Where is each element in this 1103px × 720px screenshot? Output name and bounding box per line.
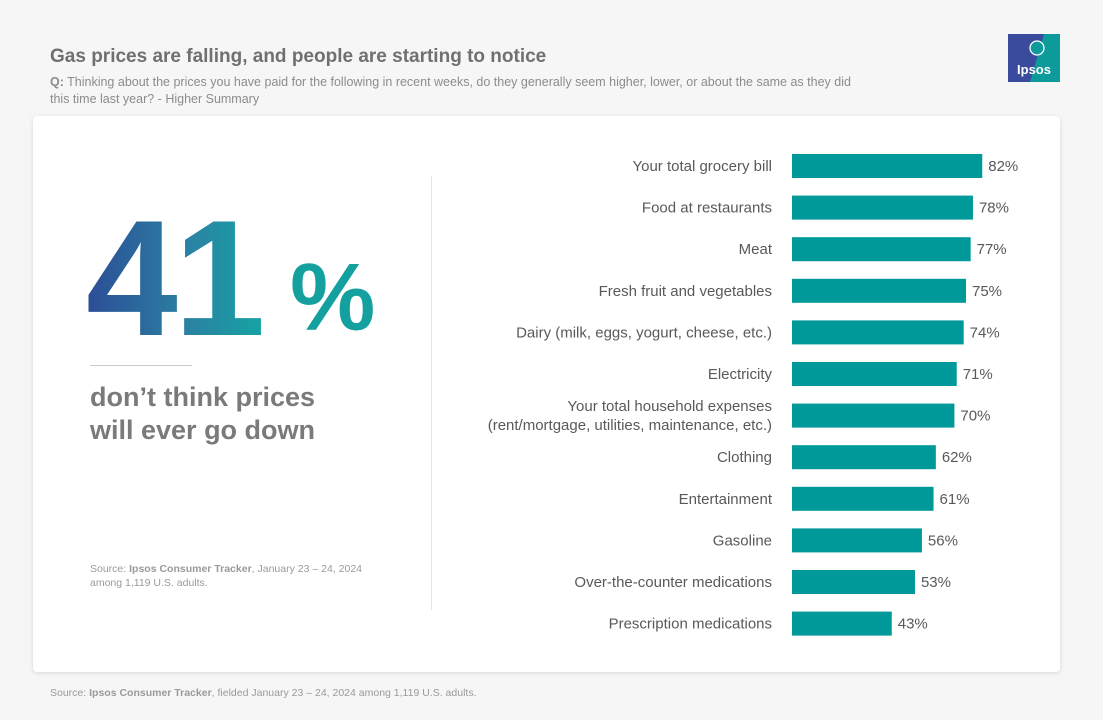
footer-source-brand: Ipsos Consumer Tracker	[89, 687, 212, 699]
data-label: 77%	[977, 241, 1007, 258]
data-label: 61%	[940, 491, 970, 508]
header-title: Gas prices are falling, and people are s…	[50, 46, 547, 67]
category-label: (rent/mortgage, utilities, maintenance, …	[488, 417, 772, 434]
card-source-rest: , January 23 – 24, 2024	[251, 563, 363, 575]
footer-source-prefix: Source:	[50, 687, 87, 699]
bar	[792, 528, 922, 553]
bar	[792, 154, 983, 178]
card-source-prefix: Source:	[90, 563, 127, 575]
big-number: 41	[86, 186, 266, 370]
bar	[792, 278, 966, 303]
footer-source-rest: , fielded January 23 – 24, 2024 among 1,…	[211, 687, 477, 699]
footer-source: Source: Ipsos Consumer Tracker, fielded …	[50, 687, 477, 699]
bar	[792, 195, 973, 220]
data-label: 74%	[970, 324, 1000, 341]
ipsos-logo: Ipsos	[1008, 34, 1060, 82]
data-label: 78%	[979, 200, 1009, 217]
logo-text: Ipsos	[1017, 62, 1051, 77]
category-label: Entertainment	[679, 491, 773, 508]
data-label: 70%	[960, 408, 990, 425]
question-prefix: Q:	[50, 75, 64, 89]
category-label: Prescription medications	[609, 616, 772, 633]
category-label: Clothing	[717, 449, 772, 466]
header-question: Q: Thinking about the prices you have pa…	[50, 74, 870, 108]
data-label: 82%	[988, 158, 1018, 175]
question-text: Thinking about the prices you have paid …	[50, 75, 851, 106]
category-label: Fresh fruit and vegetables	[599, 283, 772, 300]
bar	[792, 362, 957, 386]
data-label: 75%	[972, 283, 1002, 300]
data-label: 56%	[928, 532, 958, 549]
ipsos-logo-icon: Ipsos	[1008, 34, 1060, 82]
category-label: Food at restaurants	[642, 200, 772, 217]
bar	[792, 237, 971, 262]
category-label: Dairy (milk, eggs, yogurt, cheese, etc.)	[516, 324, 772, 341]
data-label: 62%	[942, 449, 972, 466]
category-label: Your total grocery bill	[632, 158, 772, 175]
bar	[792, 320, 964, 345]
bar	[792, 570, 915, 594]
vertical-divider	[431, 176, 432, 610]
category-label: Over-the-counter medications	[574, 574, 772, 591]
card-source-line2: among 1,119 U.S. adults.	[90, 577, 208, 589]
big-percent-sign: %	[290, 244, 376, 351]
card-source: Source: Ipsos Consumer Tracker, January …	[90, 562, 390, 590]
bar	[792, 486, 934, 511]
category-label: Electricity	[708, 366, 773, 383]
tagline-line2: will ever go down	[90, 415, 316, 445]
bar	[792, 445, 936, 470]
data-label: 43%	[898, 616, 928, 633]
category-label: Your total household expenses	[567, 398, 772, 415]
data-label: 71%	[963, 366, 993, 383]
divider	[90, 365, 192, 366]
category-label: Gasoline	[713, 532, 772, 549]
data-label: 53%	[921, 574, 951, 591]
category-label: Meat	[739, 241, 773, 258]
bar	[792, 403, 955, 428]
tagline: don’t think prices will ever go down	[90, 381, 390, 447]
tagline-line1: don’t think prices	[90, 382, 316, 412]
card-source-brand: Ipsos Consumer Tracker	[129, 563, 252, 575]
bar	[792, 611, 892, 636]
